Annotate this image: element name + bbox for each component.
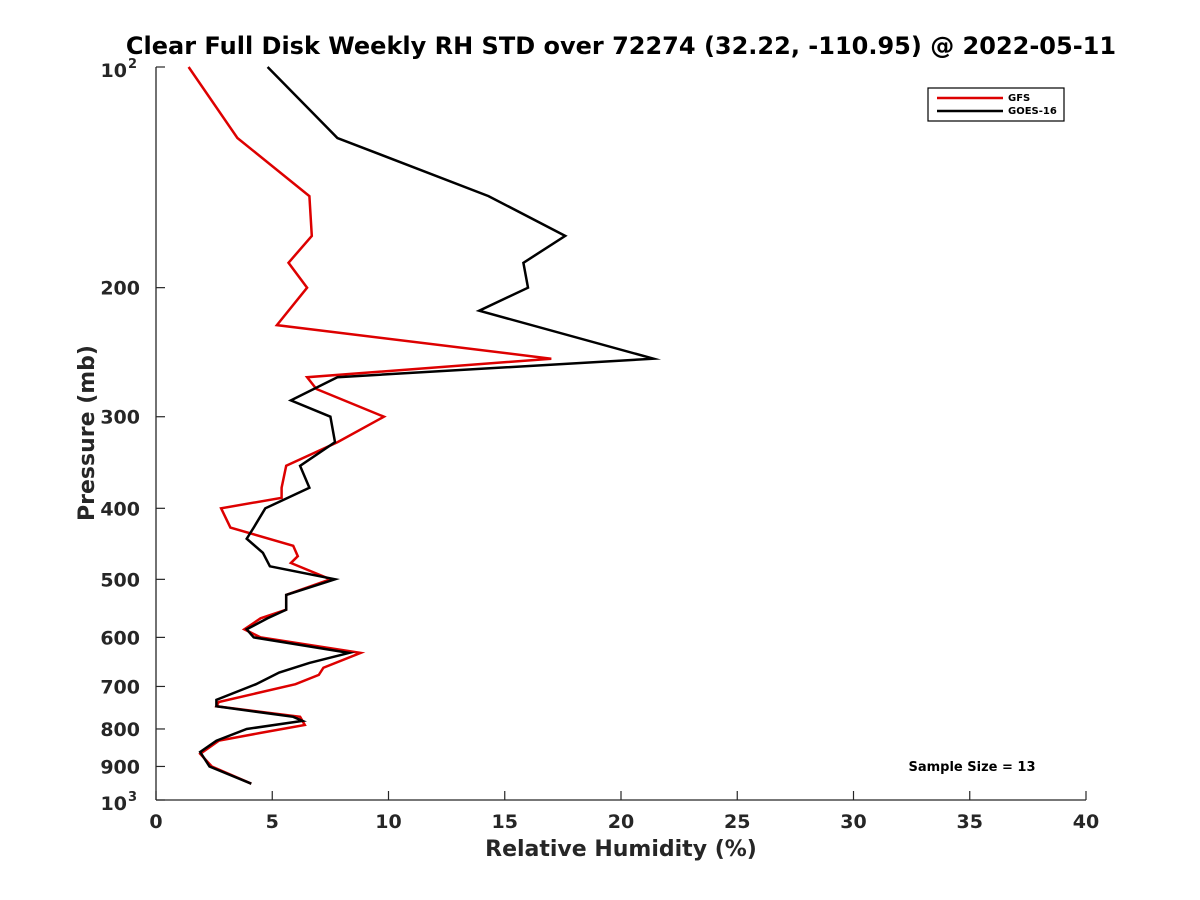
series-line-goes16 (198, 66, 662, 785)
x-tick-label: 10 (375, 811, 401, 833)
sample-size-annotation: Sample Size = 13 (908, 760, 1035, 775)
y-tick-label: 10 (101, 60, 127, 82)
y-tick-label: 10 (101, 793, 127, 815)
x-axis-label: Relative Humidity (%) (485, 837, 757, 862)
x-tick-label: 5 (266, 811, 279, 833)
x-tick-label: 40 (1073, 811, 1099, 833)
y-tick-label: 800 (100, 719, 140, 741)
legend-box (927, 87, 1065, 122)
x-tick-label: 35 (957, 811, 983, 833)
y-tick-label: 300 (100, 407, 140, 429)
chart-title: Clear Full Disk Weekly RH STD over 72274… (126, 32, 1116, 60)
y-tick-label: 700 (100, 676, 140, 698)
legend-label-goes16: GOES-16 (1008, 106, 1057, 117)
y-tick-label: 400 (100, 498, 140, 520)
y-tick-label: 900 (100, 756, 140, 778)
y-tick-exponent: 3 (128, 790, 137, 805)
legend-label-gfs: GFS (1008, 93, 1030, 104)
legend: GFS GOES-16 (927, 87, 1065, 122)
y-tick-exponent: 2 (128, 57, 137, 72)
series-line-gfs (187, 66, 552, 785)
y-tick-label: 600 (100, 627, 140, 649)
y-tick-label: 500 (100, 569, 140, 591)
x-tick-label: 15 (492, 811, 518, 833)
y-tick-label: 200 (100, 278, 140, 300)
x-tick-label: 30 (840, 811, 866, 833)
y-axis-label: Pressure (mb) (75, 345, 100, 521)
x-tick-label: 20 (608, 811, 634, 833)
series-layer (187, 66, 662, 785)
x-tick-label: 0 (149, 811, 162, 833)
x-tick-label: 25 (724, 811, 750, 833)
